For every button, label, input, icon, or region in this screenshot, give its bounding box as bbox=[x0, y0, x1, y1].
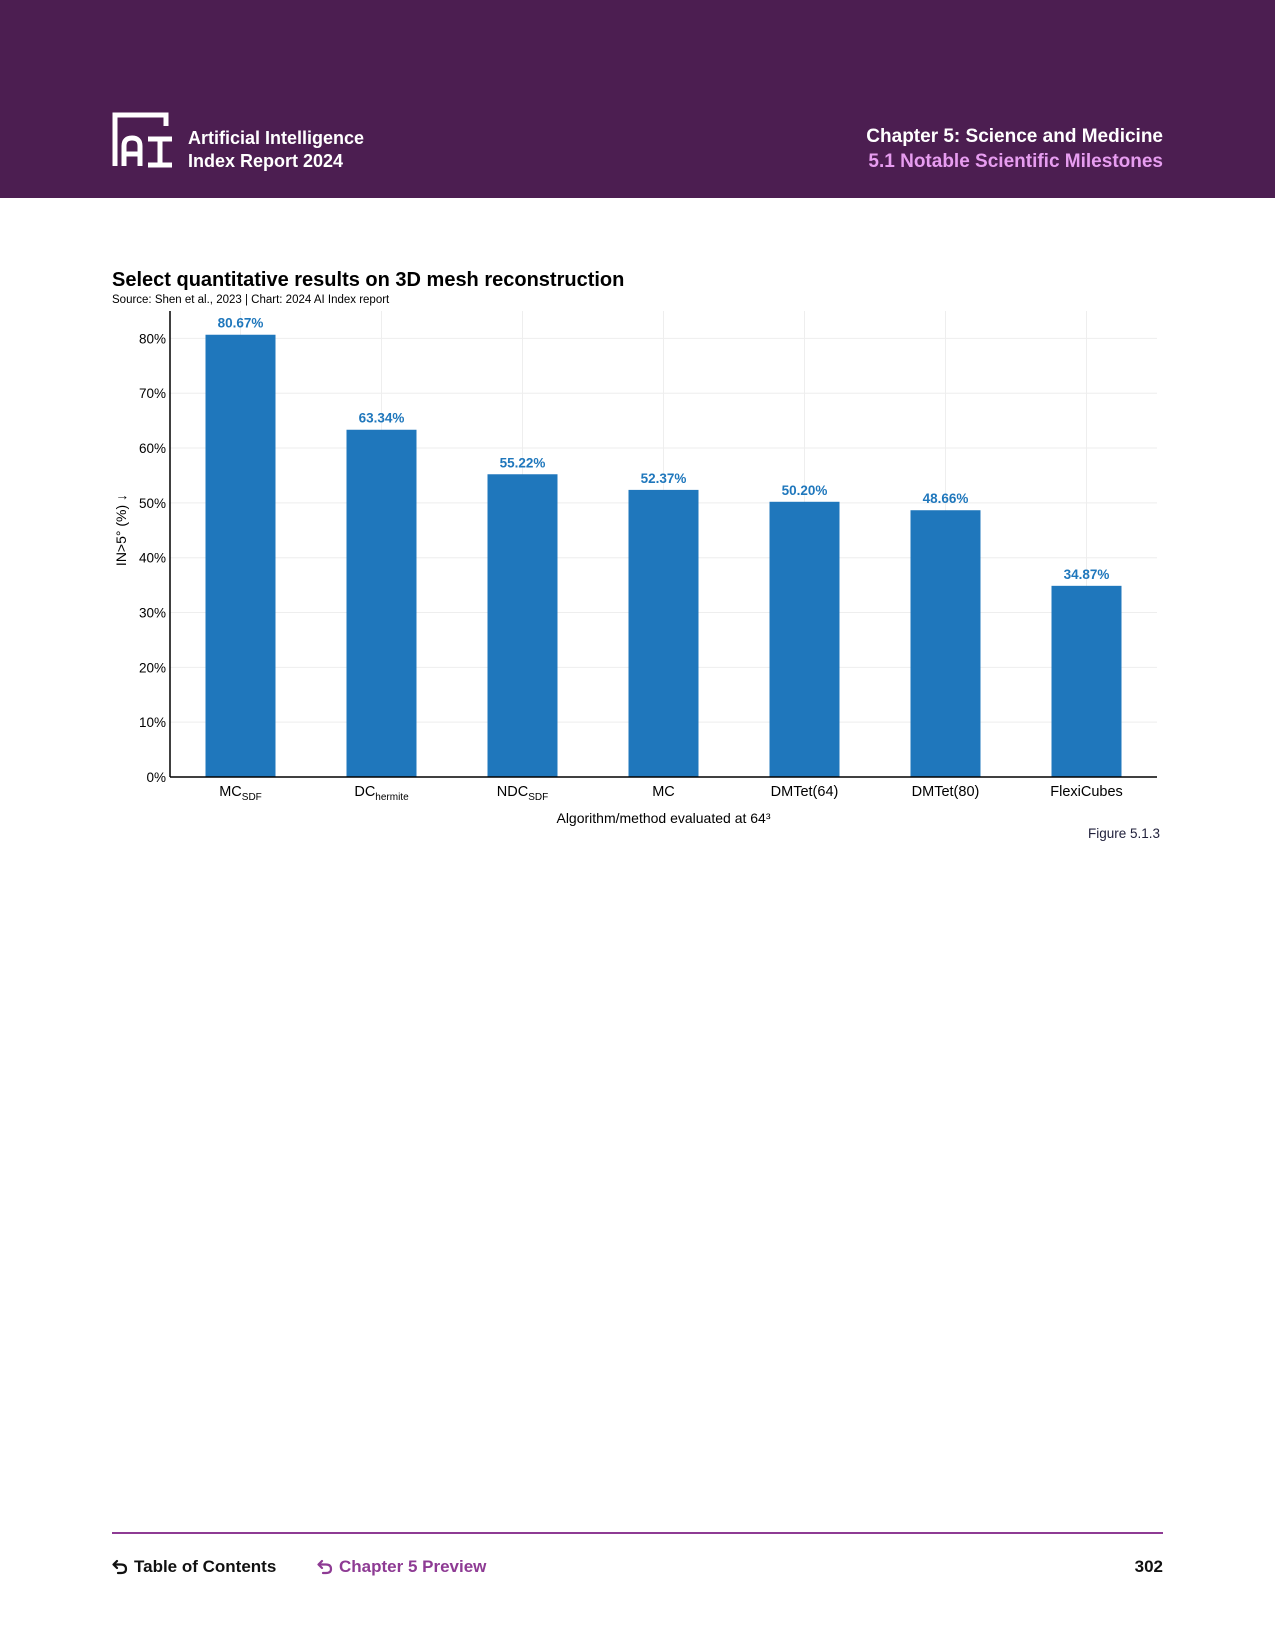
x-tick-label: MCSDF bbox=[219, 784, 262, 803]
y-tick-label: 70% bbox=[139, 386, 166, 401]
return-arrow-icon bbox=[317, 1559, 333, 1575]
x-tick-label: DMTet(80) bbox=[912, 784, 980, 800]
report-brand: Artificial Intelligence Index Report 202… bbox=[188, 127, 364, 173]
chapter-preview-link[interactable]: Chapter 5 Preview bbox=[317, 1557, 486, 1577]
brand-line-2: Index Report 2024 bbox=[188, 151, 344, 171]
chapter-heading: Chapter 5: Science and Medicine 5.1 Nota… bbox=[866, 124, 1163, 174]
data-label: 52.37% bbox=[641, 471, 687, 486]
brand-line-1: Artificial Intelligence bbox=[188, 128, 365, 148]
bar bbox=[487, 474, 558, 777]
bar bbox=[1051, 585, 1122, 777]
x-tick-label: FlexiCubes bbox=[1050, 784, 1123, 800]
bar bbox=[346, 429, 417, 777]
x-axis-title: Algorithm/method evaluated at 64³ bbox=[556, 810, 770, 826]
bar-chart: 0% 10% 20% 30% 40% 50% 60% 70% 80% 80.67% MCSDF 63.… bbox=[113, 311, 1157, 826]
data-label: 55.22% bbox=[500, 455, 546, 470]
preview-label: Chapter 5 Preview bbox=[339, 1557, 487, 1576]
y-tick-label: 0% bbox=[146, 770, 166, 785]
bar bbox=[769, 501, 840, 777]
data-label: 48.66% bbox=[923, 491, 969, 506]
footer-divider bbox=[112, 1532, 1163, 1534]
ai-index-logo-icon bbox=[112, 112, 172, 168]
data-label: 50.20% bbox=[782, 483, 828, 498]
y-tick-label: 80% bbox=[139, 331, 166, 346]
data-label: 80.67% bbox=[218, 316, 264, 331]
data-label: 34.87% bbox=[1064, 567, 1110, 582]
chart-title: Select quantitative results on 3D mesh r… bbox=[112, 269, 625, 291]
bar bbox=[628, 489, 699, 777]
x-tick-label: DMTet(64) bbox=[771, 784, 839, 800]
page-number: 302 bbox=[1134, 1557, 1163, 1576]
y-tick-label: 50% bbox=[139, 496, 166, 511]
figure-label: Figure 5.1.3 bbox=[1087, 826, 1160, 841]
report-header: Artificial Intelligence Index Report 202… bbox=[0, 0, 1275, 198]
y-tick-label: 40% bbox=[139, 551, 166, 566]
x-tick-label: NDCSDF bbox=[497, 784, 548, 803]
y-tick-label: 30% bbox=[139, 606, 166, 621]
return-arrow-icon bbox=[112, 1559, 128, 1575]
chapter-title: Chapter 5: Science and Medicine bbox=[866, 126, 1163, 147]
toc-label: Table of Contents bbox=[134, 1557, 277, 1576]
bar bbox=[910, 510, 981, 777]
bar bbox=[205, 334, 276, 777]
y-tick-label: 10% bbox=[139, 715, 166, 730]
y-axis-title: IN>5° (%) ↓ bbox=[113, 494, 129, 566]
section-title: 5.1 Notable Scientific Milestones bbox=[868, 151, 1163, 172]
y-tick-label: 20% bbox=[139, 660, 166, 675]
x-tick-label: DChermite bbox=[354, 784, 409, 803]
x-tick-label: MC bbox=[652, 784, 675, 800]
table-of-contents-link[interactable]: Table of Contents bbox=[112, 1557, 276, 1577]
chart-source: Source: Shen et al., 2023 | Chart: 2024 … bbox=[112, 294, 390, 306]
y-tick-label: 60% bbox=[139, 441, 166, 456]
data-label: 63.34% bbox=[359, 411, 405, 426]
